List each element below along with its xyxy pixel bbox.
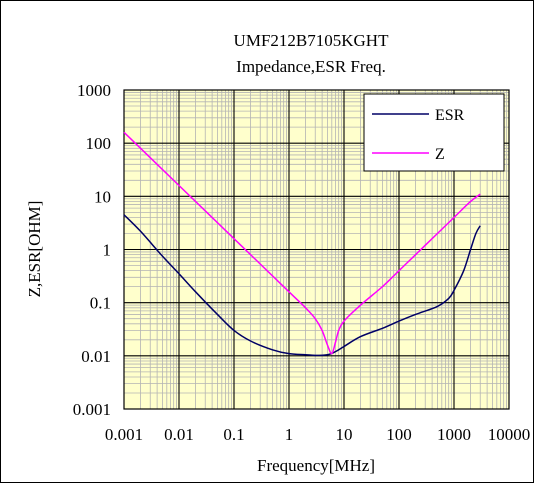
x-tick-label: 0.001 [105, 425, 143, 444]
y-tick-label: 0.01 [81, 347, 111, 366]
x-tick-label: 10 [336, 425, 353, 444]
x-axis-tick-labels: 0.001 0.01 0.1 1 10 100 1000 10000 [105, 425, 530, 444]
chart-subtitle: Impedance,ESR Freq. [236, 57, 386, 76]
x-tick-label: 1 [285, 425, 294, 444]
legend-label-esr: ESR [435, 107, 465, 124]
x-tick-label: 0.1 [223, 425, 244, 444]
y-tick-label: 10 [94, 187, 111, 206]
series-lines [123, 131, 481, 357]
x-tick-label: 10000 [488, 425, 531, 444]
x-tick-label: 100 [386, 425, 412, 444]
x-tick-label: 1000 [437, 425, 471, 444]
y-tick-label: 1000 [77, 81, 111, 100]
legend-box [363, 93, 505, 172]
y-tick-label: 0.1 [90, 294, 111, 313]
y-axis-tick-labels: 0.001 0.01 0.1 1 10 100 1000 [73, 81, 111, 419]
x-tick-label: 0.01 [164, 425, 194, 444]
y-axis-title: Z,ESR[OHM] [25, 201, 44, 298]
x-axis-title: Frequency[MHz] [257, 456, 375, 475]
plot-frame [123, 89, 510, 410]
legend: ESR Z [363, 93, 505, 172]
legend-label-z: Z [435, 146, 445, 163]
y-tick-label: 0.001 [73, 400, 111, 419]
y-tick-label: 1 [103, 241, 112, 260]
y-tick-label: 100 [86, 134, 112, 153]
chart-title: UMF212B7105KGHT [234, 31, 390, 50]
series-line-z [123, 131, 481, 355]
